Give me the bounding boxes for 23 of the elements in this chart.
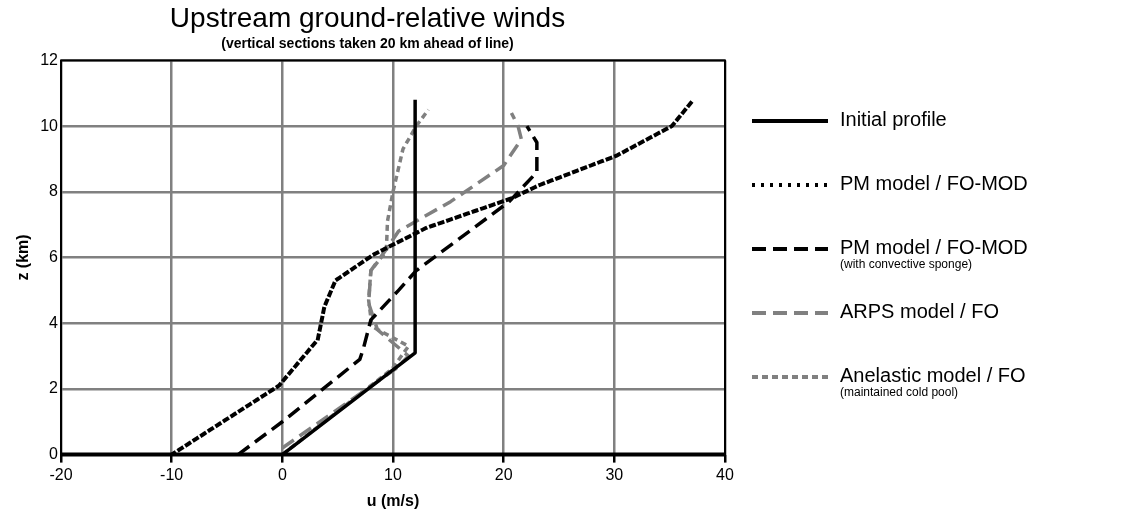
y-tick-label: 4 xyxy=(49,313,59,331)
y-axis-title: z (km) xyxy=(14,234,32,281)
y-tick-label: 2 xyxy=(49,379,59,397)
x-axis-title: u (m/s) xyxy=(366,491,420,509)
legend-label: ARPS model / FO xyxy=(840,300,999,322)
chart-title: Upstream ground-relative winds xyxy=(169,1,566,33)
legend-label: PM model / FO-MOD (with convective sponge) xyxy=(840,236,1028,271)
x-tick-label: 30 xyxy=(605,465,624,483)
x-tick-label: 0 xyxy=(277,465,287,483)
y-tick-label: 0 xyxy=(49,445,59,463)
x-tick-label: 10 xyxy=(384,465,402,483)
y-tick-label: 12 xyxy=(40,50,59,68)
legend-label: Initial profile xyxy=(840,108,947,130)
y-tick-label: 6 xyxy=(49,247,59,265)
x-tick-label: 20 xyxy=(494,465,513,483)
y-tick-label: 8 xyxy=(49,182,59,200)
legend-label: PM model / FO-MOD xyxy=(840,172,1028,194)
y-tick-label: 10 xyxy=(40,116,59,134)
x-tick-label: 40 xyxy=(716,465,734,483)
legend-label: Anelastic model / FO (maintained cold pool) xyxy=(840,364,1026,399)
chart-subtitle: (vertical sections taken 20 km ahead of line) xyxy=(221,34,514,51)
x-tick-label: -20 xyxy=(49,465,73,483)
x-tick-label: -10 xyxy=(160,465,184,483)
